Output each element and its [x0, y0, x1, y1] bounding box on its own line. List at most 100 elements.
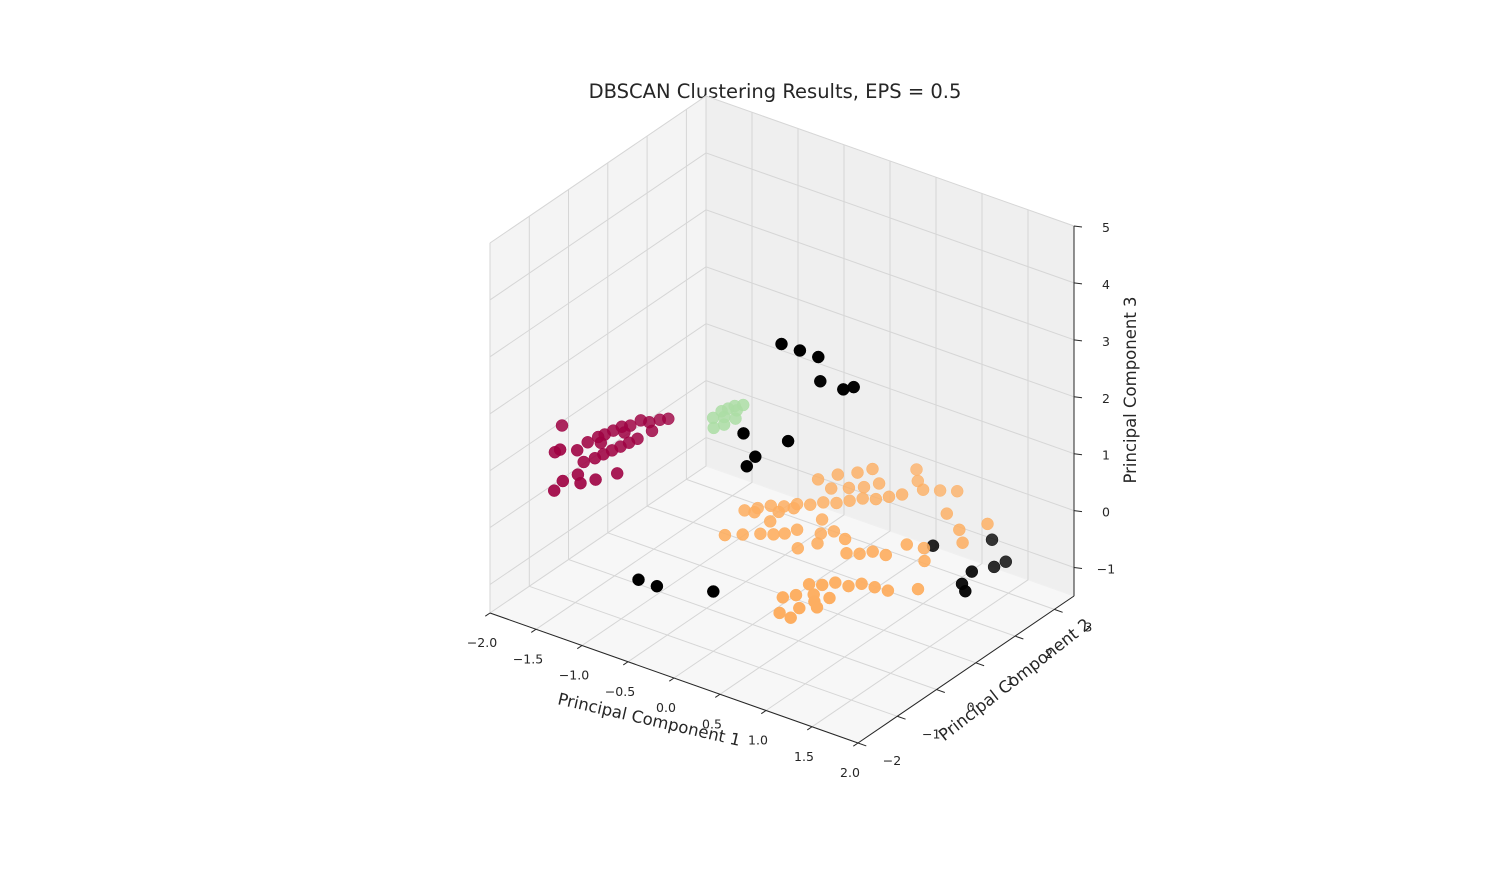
data-point-cluster-0	[610, 467, 624, 480]
x-tick-mark	[623, 661, 629, 666]
x-tick-label: −1.5	[513, 651, 543, 666]
x-tick-mark	[715, 693, 721, 698]
data-point-cluster-1	[868, 580, 881, 594]
data-point-cluster-1	[763, 515, 777, 528]
data-point-cluster-noise	[749, 450, 762, 463]
x-tick-label: 0.5	[702, 716, 722, 731]
grid-z	[489, 436, 1075, 585]
x-tick-label: 1.0	[748, 733, 768, 748]
data-point-cluster-1	[853, 547, 866, 561]
grid-y	[685, 109, 1055, 610]
data-point-cluster-1	[851, 466, 864, 479]
x-tick-label: 1.5	[794, 749, 814, 764]
x-tick-label: −1.0	[559, 668, 589, 683]
data-point-cluster-2	[717, 418, 731, 431]
data-point-cluster-1	[830, 496, 843, 510]
x-tick-mark	[853, 742, 859, 747]
data-point-cluster-noise	[737, 427, 750, 440]
z-tick-mark	[1073, 225, 1083, 228]
x-tick-mark	[669, 677, 675, 682]
data-point-cluster-1	[831, 468, 845, 481]
data-point-cluster-1	[855, 577, 868, 591]
y-tick-mark	[1054, 608, 1063, 613]
data-point-cluster-1	[916, 483, 930, 496]
data-point-cluster-0	[653, 413, 667, 427]
data-point-cluster-1	[881, 584, 895, 597]
y-tick-mark	[897, 715, 906, 720]
data-point-cluster-1	[810, 601, 824, 614]
z-tick-mark	[1073, 567, 1083, 570]
y-tick-mark	[936, 689, 945, 693]
x-tick-mark	[531, 628, 537, 633]
data-point-cluster-0	[574, 476, 587, 490]
data-point-cluster-noise	[812, 350, 825, 364]
data-point-cluster-1	[811, 537, 824, 550]
data-points	[547, 337, 1013, 624]
data-point-cluster-noise	[847, 380, 860, 394]
data-point-cluster-2	[707, 421, 720, 435]
x-tick-label: −2.0	[467, 635, 497, 650]
data-point-cluster-1	[953, 523, 966, 537]
data-point-cluster-0	[553, 443, 567, 456]
data-point-cluster-1	[872, 477, 886, 490]
data-point-cluster-noise	[987, 560, 1001, 574]
y-tick-label: −2	[883, 753, 901, 768]
data-point-cluster-1	[842, 579, 855, 593]
data-point-cluster-1	[895, 488, 909, 501]
z-tick-label: 1	[1102, 448, 1110, 463]
data-point-cluster-1	[772, 505, 785, 519]
data-point-cluster-1	[882, 490, 896, 504]
grid-z	[489, 266, 1075, 415]
data-point-cluster-1	[911, 582, 925, 596]
data-point-cluster-1	[790, 523, 804, 536]
grid-y	[607, 162, 976, 664]
chart-title: DBSCAN Clustering Results, EPS = 0.5	[589, 80, 962, 103]
data-point-cluster-1	[778, 527, 791, 540]
z-axis-label: Principal Component 3	[1121, 296, 1140, 483]
z-tick-label: 3	[1102, 334, 1110, 349]
z-tick-label: 4	[1102, 277, 1110, 292]
data-point-cluster-1	[869, 492, 883, 506]
data-point-cluster-1	[879, 548, 893, 562]
y-tick-mark	[1014, 635, 1024, 640]
data-point-cluster-noise	[781, 434, 795, 448]
data-point-cluster-2	[729, 412, 742, 425]
y-tick-label: 3	[1084, 619, 1092, 634]
data-point-cluster-1	[918, 554, 931, 568]
data-point-cluster-noise	[707, 585, 720, 598]
z-tick-mark	[1073, 510, 1083, 513]
data-point-cluster-noise	[740, 460, 754, 473]
data-point-cluster-1	[811, 473, 825, 486]
data-point-cluster-1	[843, 494, 856, 507]
data-point-cluster-1	[866, 462, 879, 476]
axis-panes	[488, 95, 1076, 744]
data-point-cluster-1	[857, 480, 871, 494]
grid-x	[765, 193, 983, 711]
data-point-cluster-1	[827, 525, 841, 538]
data-point-cluster-noise	[814, 375, 827, 388]
data-point-cluster-1	[933, 484, 947, 497]
data-point-cluster-1	[817, 496, 830, 509]
data-point-cluster-1	[950, 484, 964, 498]
z-tick-mark	[1073, 396, 1083, 399]
data-point-cluster-1	[718, 528, 732, 542]
data-point-cluster-1	[815, 513, 829, 526]
x-tick-label: 2.0	[840, 765, 860, 780]
data-point-cluster-noise	[837, 383, 850, 396]
data-point-cluster-noise	[632, 573, 645, 586]
z-tick-label: 2	[1102, 391, 1110, 406]
x-tick-mark	[485, 612, 491, 617]
data-point-cluster-1	[776, 591, 790, 604]
y-tick-label: −1	[922, 726, 940, 741]
data-point-cluster-1	[900, 538, 914, 551]
data-point-cluster-1	[823, 591, 836, 605]
data-point-cluster-1	[956, 536, 969, 549]
y-axis-line	[857, 595, 1075, 744]
z-tick-mark	[1073, 339, 1083, 342]
y-tick-label: 2	[1045, 646, 1053, 661]
data-point-cluster-1	[856, 492, 869, 505]
data-point-cluster-1	[917, 541, 931, 555]
data-point-cluster-1	[829, 576, 842, 589]
y-tick-label: 1	[1006, 673, 1014, 688]
